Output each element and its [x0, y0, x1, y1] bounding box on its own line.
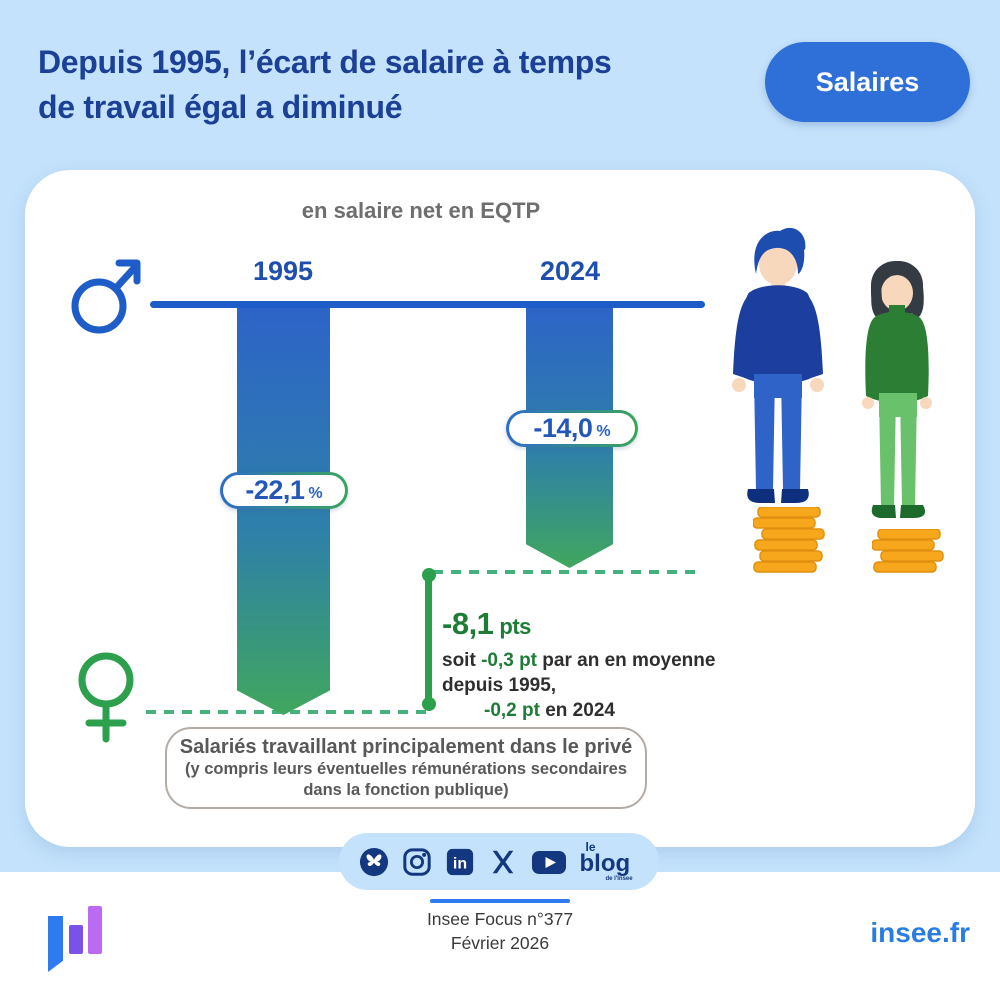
page-title-line1: Depuis 1995, l’écart de salaire à temps	[38, 44, 612, 80]
le-blog-le: le	[585, 839, 596, 854]
year-label-1995: 1995	[252, 256, 314, 286]
insee-logo	[48, 904, 104, 974]
gap-annotation: -8,1 pts soit -0,3 pt par an en moyenne d…	[442, 606, 772, 723]
recent-value: -0,2 pt	[484, 700, 540, 721]
value-2024-unit: %	[596, 422, 611, 440]
value-badge-2024-inner: -14,0 %	[509, 413, 635, 444]
page-title-line2: de travail égal a diminué	[38, 89, 403, 125]
gap-value-line: -8,1 pts	[442, 606, 772, 642]
insee-logo-bar-violet	[88, 906, 102, 954]
coin-stack-man	[753, 507, 825, 573]
man-illustration	[732, 227, 824, 503]
value-2024: -14,0	[533, 413, 593, 443]
value-badge-1995: -22,1 %	[220, 472, 348, 509]
scope-note-title: Salariés travaillant principalement dans…	[179, 735, 633, 758]
bluesky-icon[interactable]	[359, 847, 389, 877]
scope-note-sub2: dans la fonction publique)	[303, 780, 509, 799]
female-symbol-icon	[78, 652, 134, 743]
page-title: Depuis 1995, l’écart de salaire à temps …	[38, 40, 758, 130]
footer-background	[0, 872, 1000, 1000]
gap-value: -8,1	[442, 606, 494, 641]
le-blog-sub: de l'Insee	[605, 875, 633, 882]
gap-connector-line	[421, 568, 436, 711]
publication-name: Insee Focus n°377	[426, 909, 574, 929]
woman-illustration	[862, 261, 932, 518]
value-badge-2024: -14,0 %	[506, 410, 638, 447]
value-1995: -22,1	[245, 475, 305, 505]
social-bar: in le blog de l'Insee	[339, 833, 659, 890]
male-symbol-icon	[71, 259, 141, 334]
insee-logo-bar-blue	[48, 916, 63, 972]
insee-fr-link[interactable]: insee.fr	[870, 917, 970, 948]
gap-unit: pts	[499, 614, 531, 639]
theme-badge: Salaires	[765, 42, 970, 122]
value-1995-unit: %	[308, 484, 323, 502]
avg-value: -0,3 pt	[481, 650, 538, 671]
avg-suffix: par an en moyenne depuis 1995,	[442, 650, 716, 696]
chart-subtitle: en salaire net en EQTP	[301, 198, 541, 223]
theme-badge-label: Salaires	[815, 66, 920, 97]
scope-note-box: Salariés travaillant principalement dans…	[165, 727, 647, 809]
year-label-2024: 2024	[539, 256, 601, 286]
publication-date: Février 2026	[450, 933, 550, 953]
instagram-icon[interactable]	[402, 847, 432, 877]
gap-detail-line1: soit -0,3 pt par an en moyenne depuis 19…	[442, 648, 772, 698]
dashed-guide-2024	[433, 570, 700, 574]
scope-note-sub1: (y compris leurs éventuelles rémunératio…	[184, 759, 627, 778]
recent-suffix: en 2024	[539, 700, 615, 721]
bar-1995	[237, 304, 330, 715]
value-badge-1995-inner: -22,1 %	[223, 475, 345, 506]
linkedin-icon[interactable]: in	[445, 847, 475, 877]
gap-detail-line2: -0,2 pt en 2024	[442, 698, 772, 723]
le-blog-icon[interactable]: le blog de l'Insee	[579, 839, 640, 882]
le-blog-word: blog	[579, 849, 631, 877]
soit-text: soit	[442, 650, 482, 671]
insee-logo-bar-purple	[69, 925, 83, 954]
x-icon[interactable]	[488, 847, 518, 877]
baseline	[150, 301, 705, 308]
linkedin-label: in	[452, 855, 466, 872]
coin-stack-woman	[872, 529, 944, 573]
footer-divider	[430, 899, 570, 903]
youtube-icon[interactable]	[531, 848, 567, 876]
